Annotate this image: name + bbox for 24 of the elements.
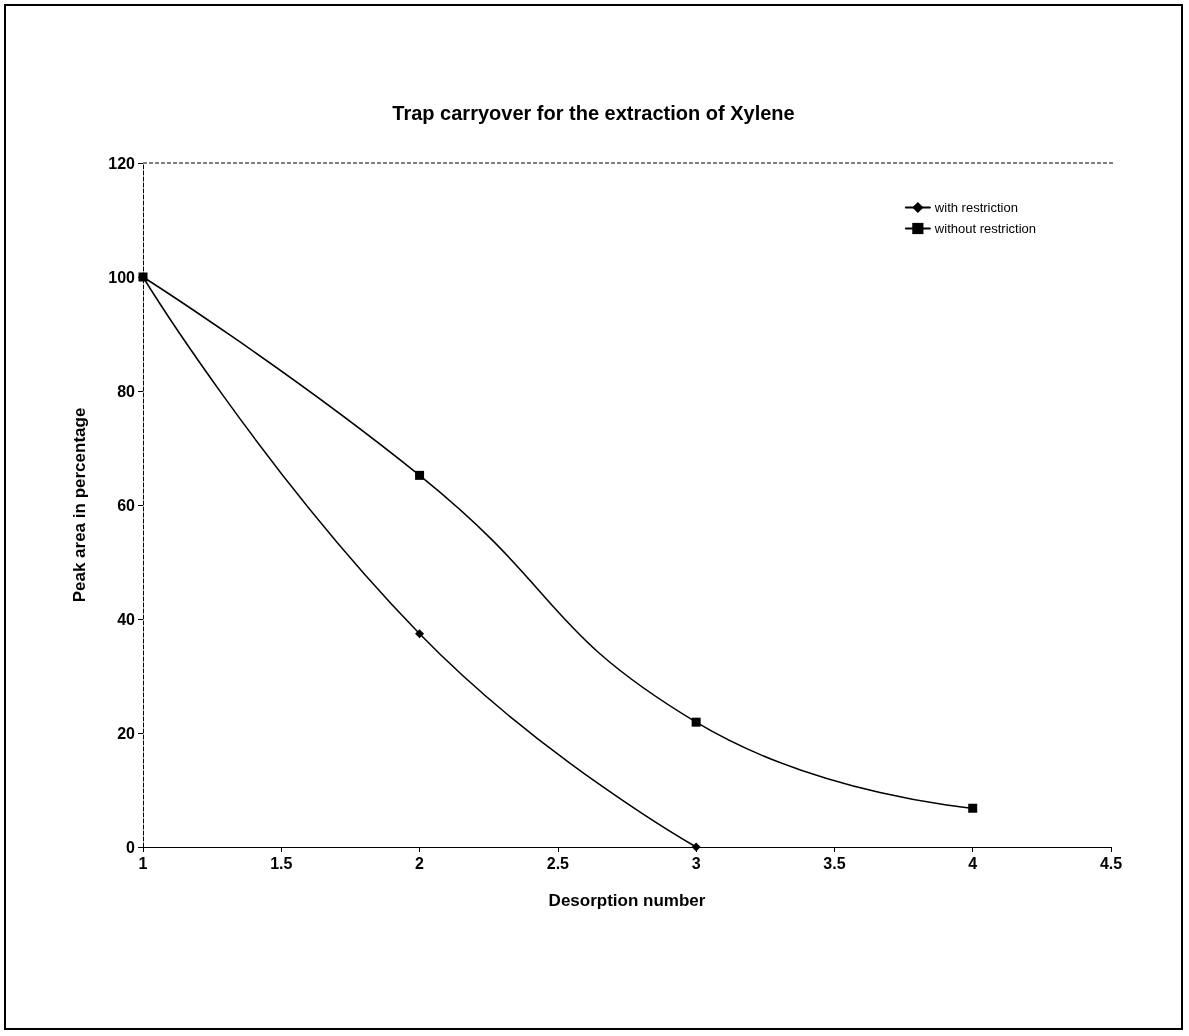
x-axis-title: Desorption number <box>548 891 706 910</box>
x-tick-label: 4 <box>968 854 978 872</box>
x-tick-label: 4.5 <box>1099 854 1123 872</box>
x-tick-label: 2 <box>415 854 425 872</box>
y-tick-label: 0 <box>126 838 136 856</box>
x-tick-label: 2.5 <box>546 854 570 872</box>
y-axis-title: Peak area in percentage <box>70 407 89 603</box>
x-tick-label: 1 <box>138 854 148 872</box>
y-tick-label: 60 <box>117 496 136 514</box>
legend-label: without restriction <box>933 221 1037 236</box>
point <box>691 717 701 727</box>
x-tick-label: 3.5 <box>823 854 846 872</box>
x-tick-label: 3 <box>691 854 701 872</box>
legend-label: with restriction <box>933 200 1018 215</box>
y-tick-label: 40 <box>117 610 136 628</box>
point <box>968 803 978 813</box>
y-tick-label: 120 <box>108 154 136 172</box>
point <box>415 470 425 480</box>
y-tick-label: 100 <box>108 268 136 286</box>
point <box>415 629 425 639</box>
y-tick-label: 80 <box>117 382 136 400</box>
y-tick-label: 20 <box>117 724 136 742</box>
x-tick-label: 1.5 <box>270 854 293 872</box>
chart-title: Trap carryover for the extraction of Xylene <box>392 102 795 124</box>
